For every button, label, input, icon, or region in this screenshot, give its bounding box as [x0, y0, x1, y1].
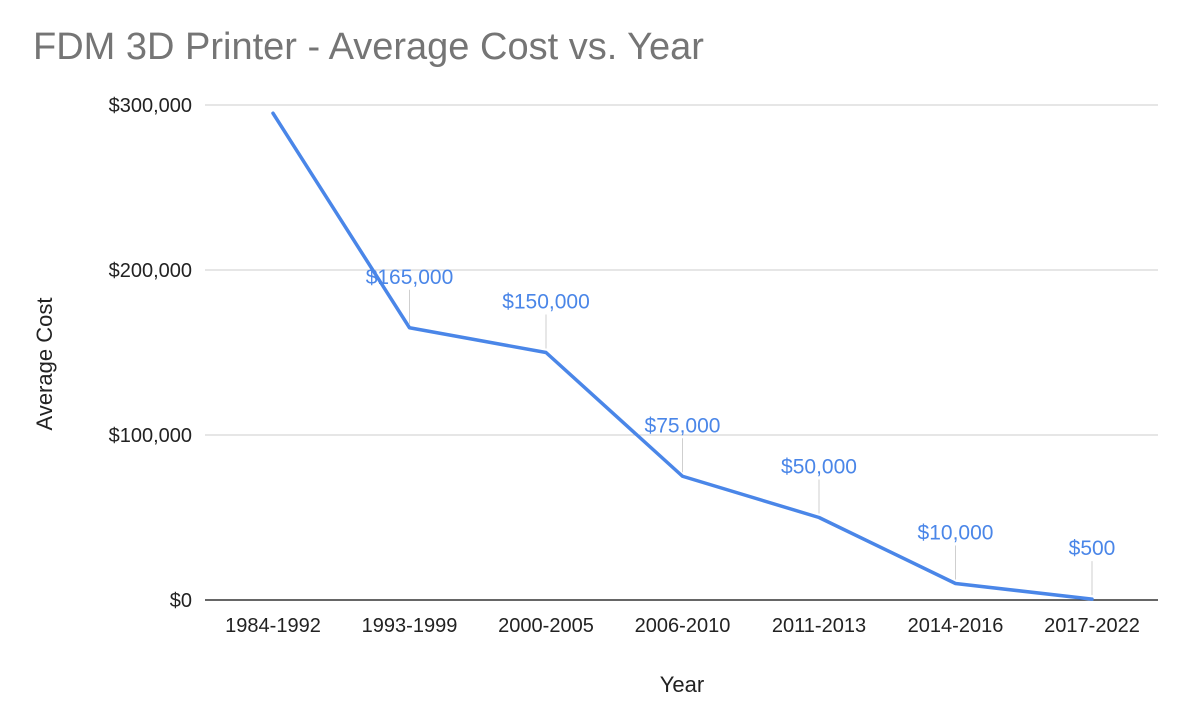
y-axis-title: Average Cost [32, 298, 57, 431]
x-tick-label: 1993-1999 [362, 615, 458, 637]
x-tick-label: 2000-2005 [498, 615, 594, 637]
x-axis-title: Year [660, 672, 704, 697]
x-tick-label: 2017-2022 [1044, 615, 1140, 637]
series-line-path [271, 111, 1094, 601]
y-axis-ticks: $0 $100,000 $200,000 $300,000 [109, 95, 192, 612]
data-label: $500 [1069, 537, 1116, 560]
series-line [271, 111, 1094, 601]
x-tick-label: 2011-2013 [772, 615, 866, 637]
y-tick-label: $300,000 [109, 95, 192, 117]
data-label: $165,000 [366, 266, 454, 289]
y-tick-label: $100,000 [109, 425, 192, 447]
data-label: $10,000 [918, 522, 994, 545]
x-tick-label: 2014-2016 [908, 615, 1004, 637]
gridlines [205, 104, 1158, 601]
data-labels: $165,000 $150,000 $75,000 $50,000 $10,000 $50… [366, 266, 1116, 596]
data-label: $50,000 [781, 456, 857, 479]
data-label: $150,000 [502, 291, 590, 314]
chart-title: FDM 3D Printer - Average Cost vs. Year [33, 26, 704, 68]
x-tick-label: 2006-2010 [635, 615, 731, 637]
y-tick-label: $0 [170, 590, 192, 612]
y-tick-label: $200,000 [109, 260, 192, 282]
x-axis-ticks: 1984-1992 1993-1999 2000-2005 2006-2010 2011… [225, 615, 1140, 637]
data-label: $75,000 [645, 414, 721, 437]
x-tick-label: 1984-1992 [225, 615, 321, 637]
